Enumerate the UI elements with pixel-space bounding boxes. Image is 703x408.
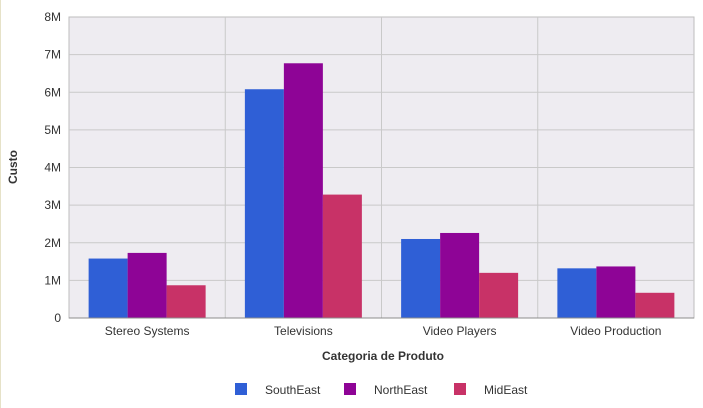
bar-northeast-stereo-systems [127,252,167,318]
x-axis-title: Categoria de Produto [322,349,444,363]
y-axis-title: Custo [6,150,20,184]
bar-northeast-video-production [596,266,636,318]
legend-label-southeast: SouthEast [265,383,321,397]
legend-swatch-southeast [235,383,247,395]
y-axis-ticks: 0 1M 2M 3M 4M 5M 6M 7M 8M [44,10,61,325]
y-tick-label: 5M [44,123,61,137]
x-axis-ticks: Stereo Systems Televisions Video Players Vi… [105,324,662,338]
x-tick-label: Video Players [423,324,497,338]
bars [88,63,675,319]
bar-mideast-televisions [322,194,362,318]
x-tick-label: Video Production [570,324,661,338]
legend-swatch-northeast [344,383,356,395]
y-tick-label: 2M [44,236,61,250]
bar-southeast-televisions [244,89,284,319]
x-tick-label: Stereo Systems [105,324,190,338]
y-tick-label: 6M [44,85,61,99]
bar-mideast-video-production [635,292,675,318]
bar-southeast-video-production [557,268,597,318]
y-tick-label: 3M [44,198,61,212]
bar-northeast-televisions [283,63,323,319]
bar-mideast-video-players [479,272,519,318]
x-tick-label: Televisions [274,324,333,338]
bar-southeast-video-players [401,238,441,318]
y-tick-label: 7M [44,48,61,62]
legend: SouthEast NorthEast MidEast [235,383,528,397]
legend-label-northeast: NorthEast [374,383,428,397]
y-tick-label: 0 [54,311,61,325]
y-tick-label: 8M [44,10,61,24]
y-tick-label: 4M [44,161,61,175]
bar-mideast-stereo-systems [166,285,206,318]
bar-southeast-stereo-systems [88,258,128,318]
y-tick-label: 1M [44,273,61,287]
legend-label-mideast: MidEast [484,383,528,397]
bar-northeast-video-players [440,232,480,318]
legend-swatch-mideast [454,383,466,395]
